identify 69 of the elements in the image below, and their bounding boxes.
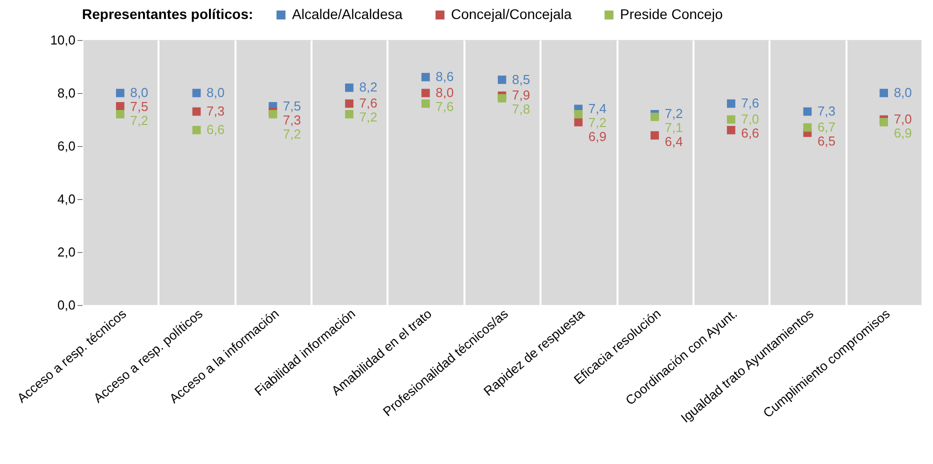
y-tick-label: 10,0 — [50, 32, 76, 48]
data-label: 7,4 — [588, 100, 606, 116]
legend-label: Concejal/Concejala — [451, 6, 572, 22]
point — [574, 110, 583, 118]
data-label: 7,9 — [512, 88, 530, 103]
point — [345, 84, 354, 92]
point — [421, 88, 430, 98]
point — [192, 107, 201, 116]
point — [421, 72, 430, 82]
point — [726, 115, 736, 124]
point — [345, 99, 354, 108]
y-tick-label: 8,0 — [57, 86, 76, 100]
point — [726, 99, 736, 108]
point — [421, 99, 430, 108]
data-label: 7,2 — [664, 106, 683, 122]
data-label: 7,2 — [130, 113, 148, 128]
y-tick-label: 0,0 — [57, 298, 76, 312]
point — [726, 126, 736, 134]
data-label: 7,5 — [130, 99, 148, 114]
point — [803, 123, 812, 132]
y-tick-label: 4,0 — [57, 192, 76, 206]
point — [880, 118, 888, 126]
data-label: 6,6 — [206, 122, 225, 138]
data-label: 7,2 — [588, 114, 606, 130]
data-label: 7,8 — [512, 102, 530, 117]
data-label: 8,2 — [359, 80, 378, 95]
data-label: 8,0 — [436, 85, 454, 100]
point — [192, 88, 201, 98]
legend-label: Alcalde/Alcaldesa — [292, 6, 403, 22]
point — [345, 110, 354, 118]
data-label: 6,6 — [741, 126, 760, 140]
point — [498, 94, 506, 102]
data-label: 6,7 — [817, 119, 836, 134]
point — [498, 76, 506, 84]
legend-label: Preside Concejo — [620, 6, 723, 22]
data-label: 7,2 — [359, 110, 378, 125]
data-label: 7,0 — [741, 112, 760, 126]
point — [650, 131, 659, 140]
data-label: 8,0 — [206, 85, 225, 100]
y-tick-label: 6,0 — [57, 138, 76, 154]
data-label: 7,0 — [894, 112, 912, 126]
data-label: 7,3 — [206, 104, 225, 119]
data-label: 7,5 — [282, 98, 301, 114]
point — [880, 88, 888, 98]
data-label: 6,4 — [664, 134, 683, 150]
legend-title: Representantes políticos: — [82, 6, 254, 22]
y-tick-label: 2,0 — [57, 244, 76, 260]
data-label: 7,2 — [282, 126, 301, 142]
data-label: 6,5 — [817, 133, 836, 148]
data-label: 7,6 — [436, 99, 454, 114]
point — [650, 112, 659, 122]
data-label: 7,6 — [359, 96, 378, 111]
data-label: 7,3 — [817, 104, 836, 119]
data-label: 7,3 — [282, 112, 301, 128]
point — [192, 126, 201, 134]
point — [574, 118, 583, 126]
point — [803, 107, 812, 116]
data-label: 6,9 — [588, 128, 606, 144]
data-label: 7,1 — [664, 120, 683, 136]
data-label: 8,0 — [130, 85, 148, 100]
point — [116, 88, 124, 98]
data-label: 6,9 — [894, 126, 912, 140]
point — [116, 110, 124, 118]
point — [268, 110, 278, 118]
data-label: 8,5 — [512, 72, 530, 87]
point — [116, 102, 124, 110]
data-label: 8,0 — [894, 85, 912, 100]
data-label: 8,6 — [436, 69, 454, 84]
data-label: 7,6 — [741, 96, 760, 111]
